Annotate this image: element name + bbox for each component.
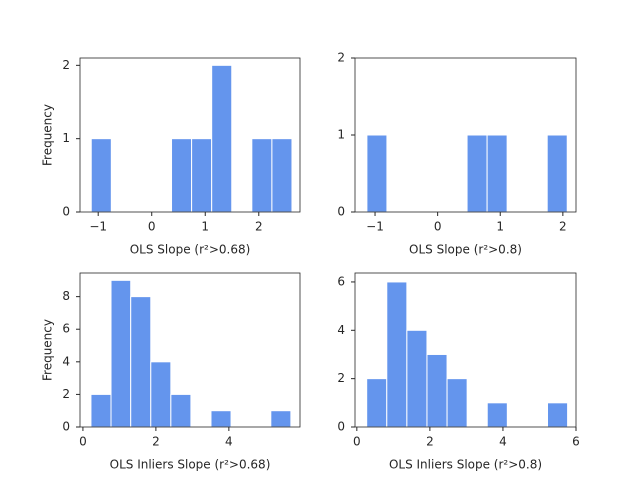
x-axis-label: OLS Inliers Slope (r²>0.68) xyxy=(110,458,271,472)
x-tick-label: 0 xyxy=(148,220,156,234)
y-tick-label: 1 xyxy=(337,128,345,142)
y-tick-label: 2 xyxy=(62,387,70,401)
x-tick-label: 2 xyxy=(426,435,434,449)
y-tick-label: 6 xyxy=(62,322,70,336)
bar xyxy=(271,138,293,213)
x-tick-label: 4 xyxy=(499,435,507,449)
x-tick-label: 2 xyxy=(559,220,567,234)
x-tick-label: 1 xyxy=(201,220,209,234)
x-tick-label: 1 xyxy=(496,220,504,234)
x-axis-label: OLS Slope (r²>0.8) xyxy=(409,243,522,257)
x-tick-label: 2 xyxy=(255,220,263,234)
bar xyxy=(446,378,468,428)
bar xyxy=(210,410,232,428)
x-tick-label: 4 xyxy=(225,435,233,449)
y-tick-label: 0 xyxy=(337,420,345,434)
x-tick-label: 0 xyxy=(79,435,87,449)
y-tick-label: 2 xyxy=(337,371,345,385)
x-axis-label: OLS Slope (r²>0.68) xyxy=(130,243,251,257)
bar xyxy=(486,402,508,428)
axes-frame xyxy=(79,272,301,428)
y-tick-label: 1 xyxy=(62,131,70,145)
y-tick-label: 2 xyxy=(337,51,345,65)
y-tick-label: 6 xyxy=(337,274,345,288)
bar xyxy=(547,402,569,428)
y-tick-label: 0 xyxy=(62,420,70,434)
bar xyxy=(426,353,448,428)
bar xyxy=(486,134,508,213)
bar xyxy=(90,393,112,428)
bar xyxy=(170,393,192,428)
y-tick-label: 2 xyxy=(62,58,70,72)
axes-frame xyxy=(354,57,577,213)
x-tick-label: 0 xyxy=(434,220,442,234)
x-tick-label: −1 xyxy=(366,220,384,234)
x-tick-label: 2 xyxy=(152,435,160,449)
bar xyxy=(251,138,273,213)
bar xyxy=(150,361,172,428)
axes-frame xyxy=(354,272,577,428)
bar xyxy=(110,279,132,428)
bar xyxy=(130,296,152,428)
y-tick-label: 0 xyxy=(337,205,345,219)
x-tick-label: 0 xyxy=(353,435,361,449)
bar xyxy=(366,134,388,213)
y-tick-label: 4 xyxy=(337,323,345,337)
y-tick-label: 4 xyxy=(62,354,70,368)
x-tick-label: 6 xyxy=(572,435,580,449)
bar xyxy=(191,138,213,213)
bar xyxy=(546,134,568,213)
bar xyxy=(386,281,408,428)
y-axis-label: Frequency xyxy=(41,319,55,381)
bar xyxy=(270,410,292,428)
y-tick-label: 8 xyxy=(62,289,70,303)
bar xyxy=(211,64,233,213)
x-tick-label: −1 xyxy=(89,220,107,234)
y-axis-label: Frequency xyxy=(41,104,55,166)
bar xyxy=(171,138,193,213)
bar xyxy=(90,138,112,213)
bar xyxy=(366,378,388,428)
axes-frame xyxy=(79,57,301,213)
x-axis-label: OLS Inliers Slope (r²>0.8) xyxy=(389,458,542,472)
y-tick-label: 0 xyxy=(62,205,70,219)
bar xyxy=(466,134,488,213)
bar xyxy=(406,329,428,428)
